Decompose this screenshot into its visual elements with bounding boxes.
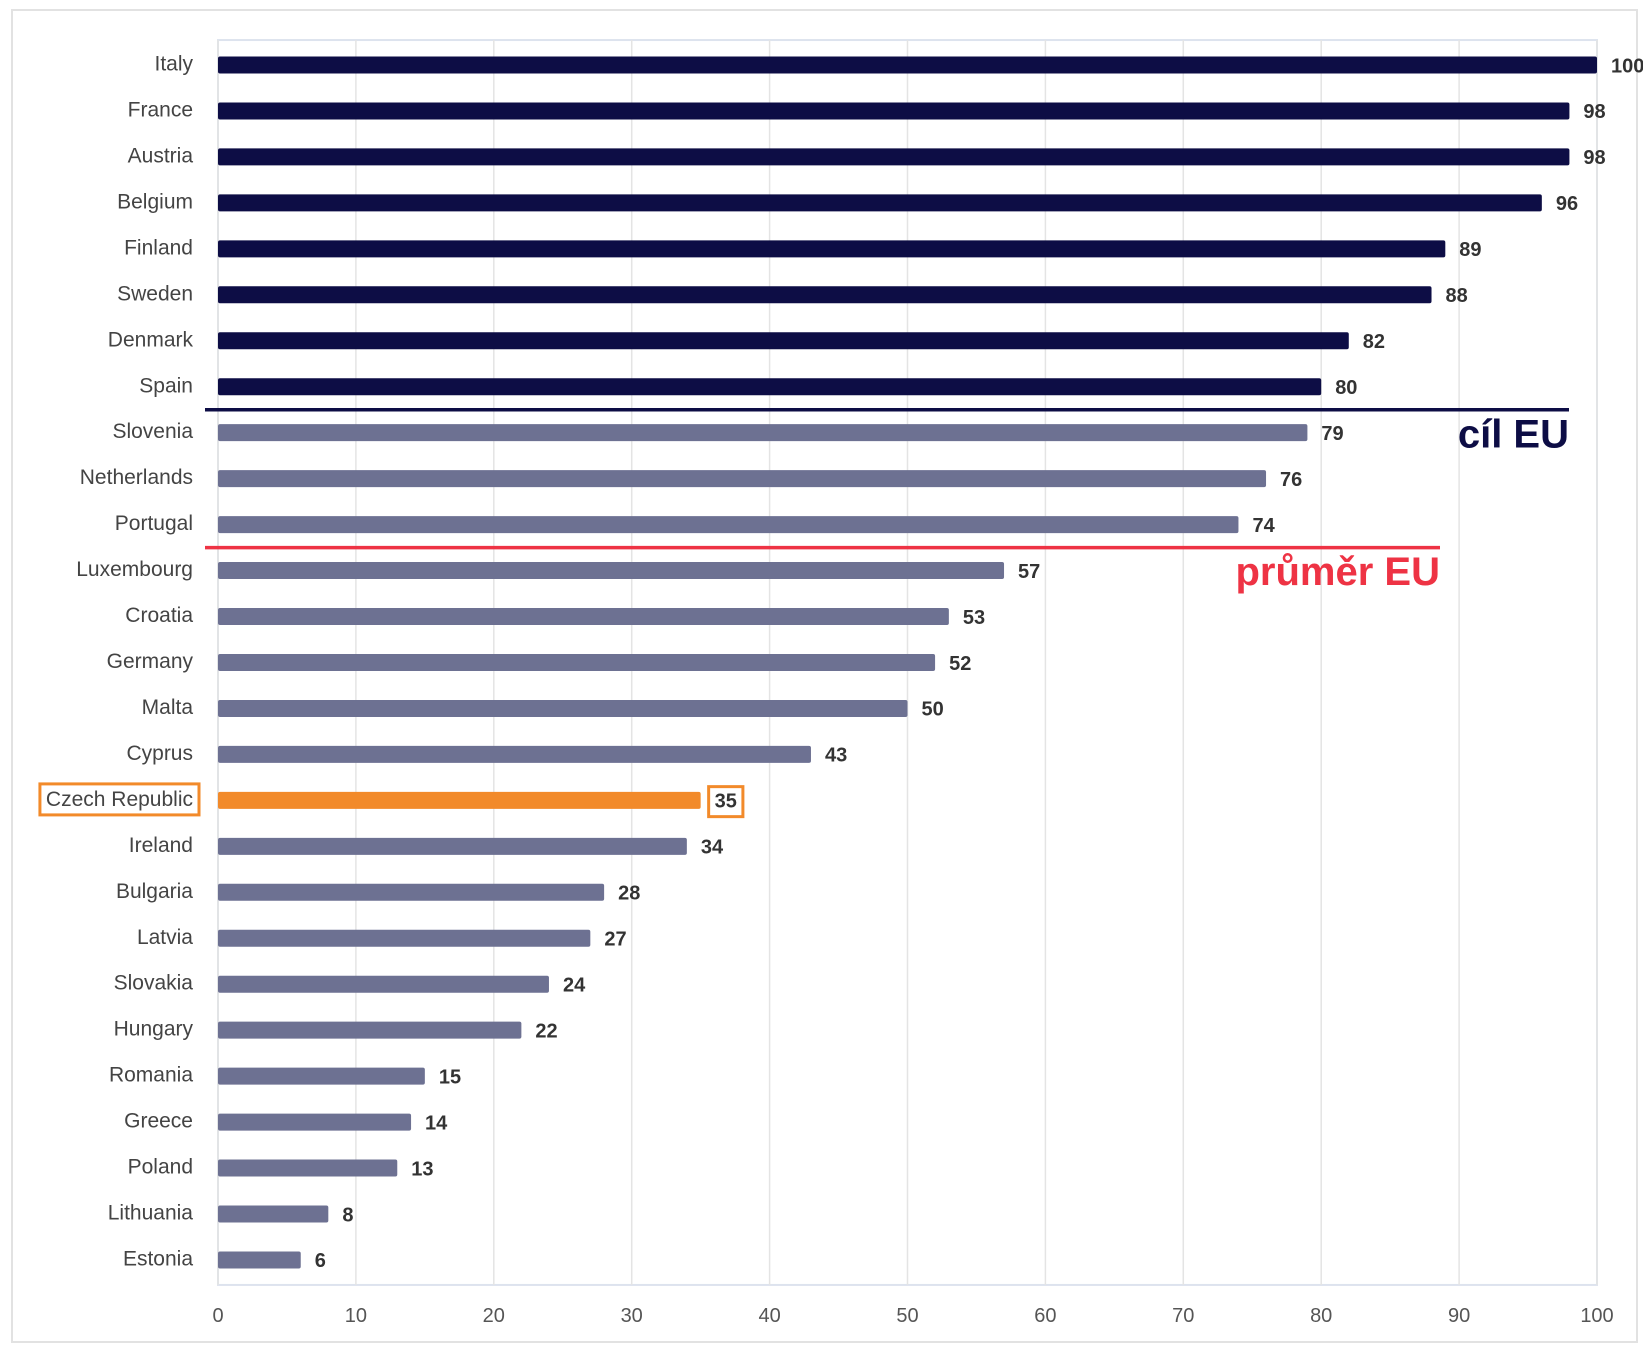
bar	[218, 470, 1267, 488]
y-tick-label: Belgium	[117, 190, 193, 213]
bar	[218, 1067, 425, 1085]
x-tick-label: 70	[1172, 1305, 1194, 1327]
y-tick-label: Finland	[124, 236, 193, 259]
bar	[218, 1021, 522, 1039]
y-tick-label: Czech Republic	[46, 788, 193, 811]
x-tick-label: 40	[758, 1305, 780, 1327]
bar	[218, 608, 949, 626]
x-tick-label: 20	[483, 1305, 505, 1327]
y-tick-label: Latvia	[137, 926, 193, 949]
bar	[218, 562, 1005, 580]
x-tick-label: 0	[212, 1305, 223, 1327]
y-tick-label: Estonia	[123, 1248, 193, 1271]
bar	[218, 148, 1570, 166]
value-label: 82	[1363, 331, 1385, 353]
y-tick-label: Cyprus	[126, 742, 193, 765]
x-tick-label: 80	[1310, 1305, 1332, 1327]
bar	[218, 378, 1322, 396]
y-tick-label: France	[128, 99, 193, 122]
bar	[218, 653, 936, 671]
y-tick-label: Germany	[107, 650, 194, 673]
value-label: 24	[563, 974, 586, 996]
y-tick-label: Austria	[128, 144, 194, 167]
value-label: 88	[1446, 285, 1468, 307]
y-tick-label: Sweden	[117, 282, 193, 305]
value-label: 52	[949, 653, 971, 675]
value-label: 98	[1583, 101, 1605, 123]
bar	[218, 1205, 329, 1223]
bar	[218, 516, 1239, 534]
y-tick-label: Italy	[154, 53, 193, 76]
bar	[218, 424, 1308, 442]
x-tick-label: 100	[1580, 1305, 1613, 1327]
value-label: 74	[1252, 515, 1275, 537]
y-tick-label: Lithuania	[108, 1202, 194, 1225]
x-tick-label: 60	[1034, 1305, 1056, 1327]
x-tick-label: 90	[1448, 1305, 1470, 1327]
highlight-box	[38, 782, 201, 817]
annotation-label: průměr EU	[1236, 550, 1441, 594]
value-label: 8	[342, 1204, 353, 1226]
y-tick-label: Portugal	[115, 512, 193, 535]
x-tick-label: 30	[621, 1305, 643, 1327]
value-label: 100	[1611, 55, 1643, 77]
bar	[218, 1251, 301, 1269]
value-label: 35	[715, 791, 737, 813]
bar	[218, 102, 1570, 120]
value-label: 27	[604, 929, 626, 951]
value-label: 50	[922, 699, 944, 721]
y-tick-label: Ireland	[129, 834, 193, 857]
highlight-box	[707, 785, 745, 819]
value-label: 98	[1583, 147, 1605, 169]
y-tick-label: Romania	[109, 1064, 193, 1087]
y-tick-label: Bulgaria	[116, 880, 193, 903]
y-tick-label: Luxembourg	[76, 558, 193, 581]
value-label: 34	[701, 837, 724, 859]
value-label: 57	[1018, 561, 1040, 583]
frame	[11, 9, 1638, 1343]
bar	[218, 56, 1597, 74]
bar	[218, 791, 701, 809]
y-tick-label: Croatia	[125, 604, 193, 627]
x-tick-label: 10	[345, 1305, 367, 1327]
y-tick-label: Hungary	[114, 1018, 194, 1041]
value-label: 13	[411, 1158, 433, 1180]
value-label: 79	[1321, 423, 1343, 445]
annotation-label: cíl EU	[1458, 412, 1569, 456]
bar	[218, 745, 811, 763]
y-tick-label: Netherlands	[80, 466, 193, 489]
y-tick-label: Slovakia	[114, 972, 194, 995]
value-label: 53	[963, 607, 985, 629]
value-label: 80	[1335, 377, 1357, 399]
bar	[218, 1159, 398, 1177]
bar	[218, 699, 908, 717]
value-label: 22	[535, 1020, 557, 1042]
bar	[218, 332, 1349, 350]
y-tick-label: Malta	[142, 696, 194, 719]
y-tick-label: Poland	[128, 1156, 193, 1179]
value-label: 14	[425, 1112, 448, 1134]
y-tick-label: Denmark	[108, 328, 194, 351]
value-label: 89	[1459, 239, 1481, 261]
bar	[218, 194, 1542, 212]
bar	[218, 286, 1432, 304]
y-tick-label: Spain	[139, 374, 193, 397]
value-label: 6	[315, 1250, 326, 1272]
y-tick-label: Greece	[124, 1110, 193, 1133]
y-tick-label: Slovenia	[112, 420, 193, 443]
bar	[218, 929, 591, 947]
bar	[218, 1113, 412, 1131]
value-label: 96	[1556, 193, 1578, 215]
bar	[218, 240, 1446, 258]
value-label: 43	[825, 745, 847, 767]
bar	[218, 837, 687, 855]
value-label: 28	[618, 883, 640, 905]
x-tick-label: 50	[896, 1305, 918, 1327]
value-label: 76	[1280, 469, 1302, 491]
bar	[218, 975, 549, 993]
value-label: 15	[439, 1066, 461, 1088]
bar	[218, 883, 605, 901]
